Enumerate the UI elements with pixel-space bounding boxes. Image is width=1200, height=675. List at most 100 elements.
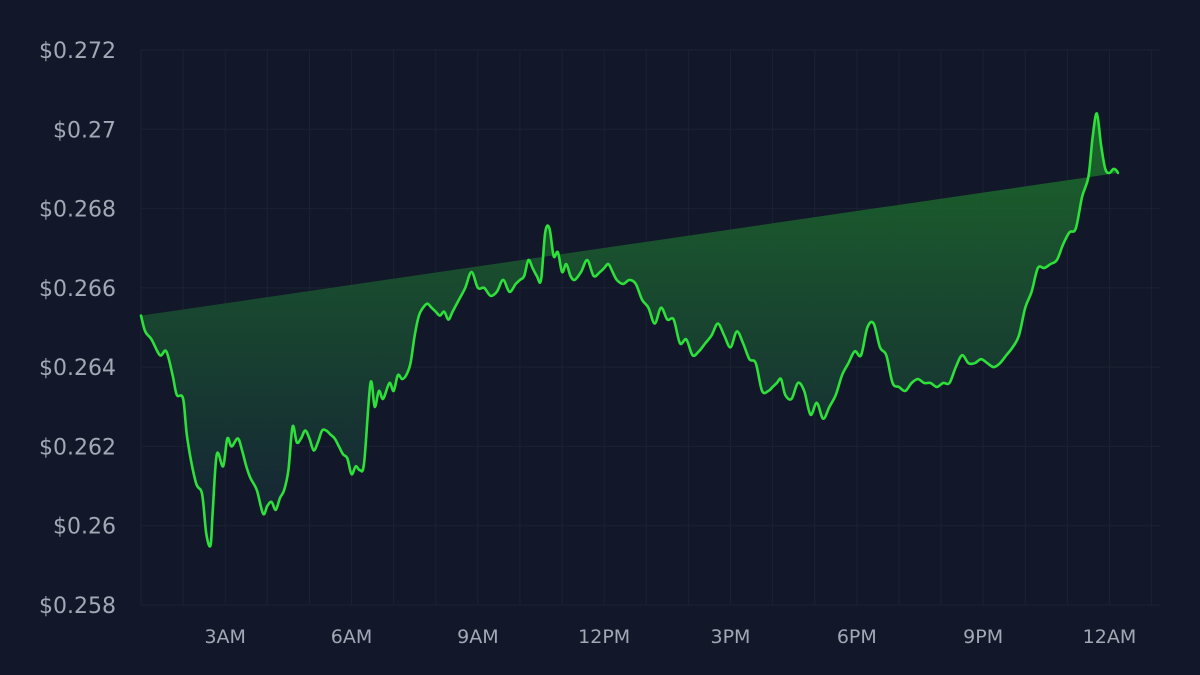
- data-point: [338, 445, 340, 447]
- data-point: [266, 505, 268, 507]
- data-point: [961, 354, 963, 356]
- data-point: [334, 438, 336, 440]
- data-point: [256, 489, 258, 491]
- data-point: [917, 378, 919, 380]
- data-point: [679, 342, 681, 344]
- data-point: [1056, 259, 1058, 261]
- data-point: [212, 513, 214, 515]
- data-point: [300, 438, 302, 440]
- data-point: [418, 315, 420, 317]
- data-point: [1050, 263, 1052, 265]
- data-point: [1140, 0, 1142, 1]
- data-point: [201, 493, 203, 495]
- data-point: [930, 382, 932, 384]
- data-point: [641, 299, 643, 301]
- data-point: [435, 311, 437, 313]
- data-point: [409, 362, 411, 364]
- data-point: [835, 394, 837, 396]
- y-tick-label: $0.264: [39, 356, 116, 381]
- data-point: [936, 386, 938, 388]
- data-point: [1062, 243, 1064, 245]
- x-tick-label: 9PM: [963, 626, 1003, 648]
- data-point: [245, 465, 247, 467]
- data-point: [374, 406, 376, 408]
- data-point: [321, 430, 323, 432]
- data-point: [999, 362, 1001, 364]
- data-point: [603, 267, 605, 269]
- data-point: [704, 342, 706, 344]
- data-point: [1159, 0, 1161, 1]
- data-point: [1113, 168, 1115, 170]
- data-point: [847, 362, 849, 364]
- data-point: [342, 453, 344, 455]
- data-point: [647, 307, 649, 309]
- data-point: [776, 382, 778, 384]
- data-point: [401, 378, 403, 380]
- data-point: [784, 394, 786, 396]
- data-point: [561, 271, 563, 273]
- data-point: [464, 287, 466, 289]
- data-point: [698, 350, 700, 352]
- data-point: [654, 323, 656, 325]
- x-tick-label: 3PM: [711, 626, 751, 648]
- x-tick-label: 9AM: [457, 626, 498, 648]
- y-tick-label: $0.27: [53, 118, 116, 143]
- data-point: [231, 445, 233, 447]
- data-point: [351, 473, 353, 475]
- data-point: [1151, 0, 1153, 1]
- data-point: [144, 330, 146, 332]
- data-point: [717, 323, 719, 325]
- price-line: [139, 112, 1120, 548]
- data-point: [841, 374, 843, 376]
- y-tick-label: $0.258: [39, 594, 116, 619]
- data-point: [685, 338, 687, 340]
- data-point: [599, 271, 601, 273]
- data-point: [355, 465, 357, 467]
- data-point: [580, 271, 582, 273]
- data-point: [519, 279, 521, 281]
- data-point: [885, 354, 887, 356]
- data-point: [1075, 227, 1077, 229]
- data-point: [1031, 291, 1033, 293]
- data-point: [955, 366, 957, 368]
- data-point: [1155, 0, 1157, 1]
- y-tick-label: $0.266: [39, 277, 116, 302]
- data-point: [1096, 112, 1098, 114]
- data-point: [723, 334, 725, 336]
- data-point: [536, 275, 538, 277]
- data-point: [186, 438, 188, 440]
- data-point: [923, 382, 925, 384]
- data-point: [736, 330, 738, 332]
- x-tick-label: 12PM: [578, 626, 630, 648]
- data-point: [612, 271, 614, 273]
- data-point: [660, 307, 662, 309]
- data-point: [1125, 0, 1127, 1]
- data-point: [496, 291, 498, 293]
- data-point: [279, 497, 281, 499]
- data-point: [974, 362, 976, 364]
- data-point: [237, 438, 239, 440]
- data-point: [1100, 144, 1102, 146]
- data-point: [557, 251, 559, 253]
- data-point: [616, 279, 618, 281]
- data-point: [1005, 354, 1007, 356]
- x-tick-label: 3AM: [204, 626, 245, 648]
- data-point: [1108, 172, 1110, 174]
- data-point: [363, 461, 365, 463]
- data-point: [205, 533, 207, 535]
- data-point: [767, 390, 769, 392]
- data-point: [892, 382, 894, 384]
- data-point: [523, 275, 525, 277]
- data-point: [296, 441, 298, 443]
- data-point: [666, 319, 668, 321]
- data-point: [791, 398, 793, 400]
- data-point: [359, 469, 361, 471]
- data-point: [226, 438, 228, 440]
- data-point: [586, 259, 588, 261]
- data-point: [574, 279, 576, 281]
- data-point: [942, 382, 944, 384]
- data-point: [262, 513, 264, 515]
- data-point: [816, 402, 818, 404]
- data-point: [388, 382, 390, 384]
- x-tick-label: 12AM: [1083, 626, 1137, 648]
